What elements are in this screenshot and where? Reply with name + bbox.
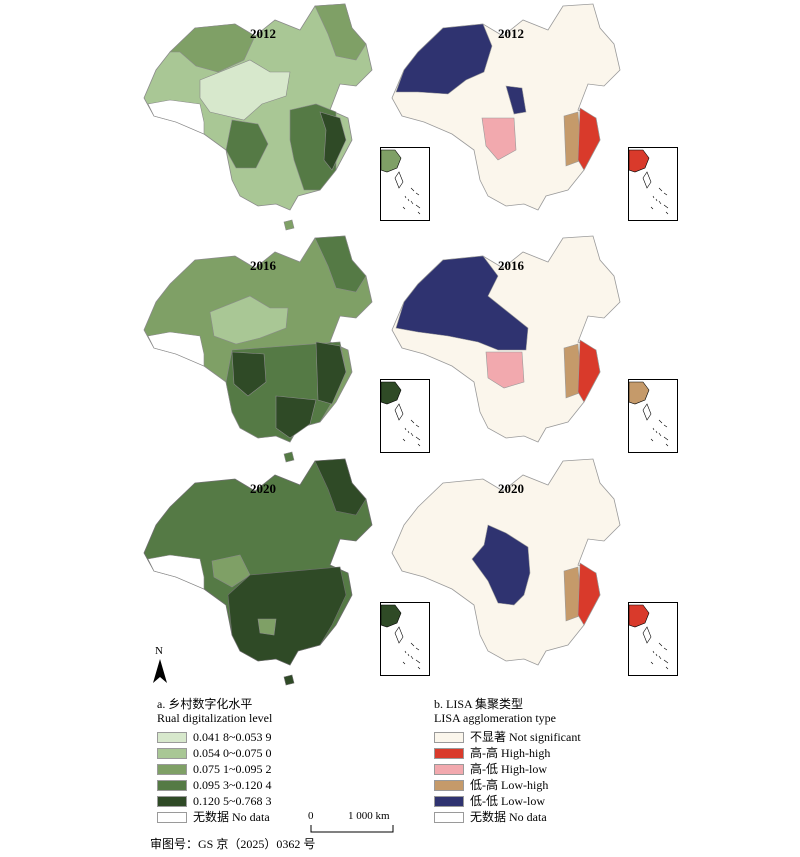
legend-item: 0.095 3~0.120 4 (157, 777, 272, 793)
scale-start-label: 0 (308, 810, 314, 822)
south-china-sea-inset (628, 147, 678, 221)
south-china-sea-inset (628, 602, 678, 676)
legend-item: 高-低 High-low (434, 761, 547, 777)
region-mid (257, 618, 277, 636)
legend-swatch (434, 747, 464, 759)
low-low-cluster (395, 255, 529, 351)
year-label: 2012 (250, 26, 276, 41)
legend-a: a. 乡村数字化水平 Rual digitalization level 0.0… (157, 697, 377, 827)
legend-item: 低-低 Low-low (434, 793, 545, 809)
map-b-2020: 2020 (388, 455, 678, 676)
legend-label: 高-高 High-high (470, 746, 551, 760)
hainan (283, 451, 295, 463)
low-low-cluster (395, 23, 493, 95)
region-west (147, 554, 205, 590)
south-china-sea-inset (380, 147, 430, 221)
scale-end-label: 1 000 km (348, 810, 390, 822)
legend-swatch (157, 811, 187, 823)
region-coast (315, 341, 347, 405)
legend-item: 0.075 1~0.095 2 (157, 761, 272, 777)
legend-label: 不显著 Not significant (470, 730, 581, 744)
year-label: 2012 (498, 26, 524, 41)
south-china-sea-inset (380, 602, 430, 676)
high-high-cluster (577, 562, 601, 626)
legend-swatch (434, 795, 464, 807)
region-southeast (275, 395, 317, 439)
legend-b-title-en: LISA agglomeration type (434, 711, 556, 725)
scale-line (310, 825, 394, 833)
region-coast (319, 111, 347, 171)
region-central-light (211, 554, 251, 588)
legend-swatch (434, 731, 464, 743)
legend-a-title-cn: a. 乡村数字化水平 (157, 697, 253, 711)
legend-item: 无数据 No data (157, 809, 270, 825)
legend-label: 低-高 Low-high (470, 778, 549, 792)
hainan (283, 674, 295, 686)
legend-swatch (434, 779, 464, 791)
year-label: 2016 (498, 258, 524, 273)
legend-label: 0.075 1~0.095 2 (193, 762, 272, 776)
legend-item: 高-高 High-high (434, 745, 550, 761)
legend-label: 0.054 0~0.075 0 (193, 746, 272, 760)
legend-label: 无数据 No data (470, 810, 547, 824)
region-northeast (314, 235, 367, 293)
legend-b: b. LISA 集聚类型 LISA agglomeration type 不显著… (434, 697, 654, 827)
legend-b-title-cn: b. LISA 集聚类型 (434, 697, 524, 711)
legend-label: 0.095 3~0.120 4 (193, 778, 272, 792)
legend-label: 低-低 Low-low (470, 794, 545, 808)
region-central-light (199, 59, 291, 121)
legend-item: 0.120 5~0.768 3 (157, 793, 272, 809)
legend-a-title-en: Rual digitalization level (157, 711, 273, 725)
north-arrow: N (151, 645, 169, 687)
map-a-2020: 2020 (140, 455, 430, 686)
region-northwest (169, 23, 256, 73)
south-china-sea-inset (628, 379, 678, 453)
map-b-2012: 2012 (388, 0, 678, 221)
legend-swatch (434, 811, 464, 823)
high-high-cluster (577, 339, 601, 403)
high-low-cluster (481, 117, 517, 161)
legend-label: 0.041 8~0.053 9 (193, 730, 272, 744)
region-dark (231, 351, 267, 397)
legend-item: 不显著 Not significant (434, 729, 581, 745)
legend-swatch (434, 763, 464, 775)
north-arrow-icon (153, 659, 167, 683)
region-west (147, 331, 205, 367)
region-southwest (225, 119, 269, 169)
legend-swatch (157, 731, 187, 743)
map-a-2016: 2016 (140, 232, 430, 463)
region-northeast (314, 3, 367, 61)
scale-bar: 0 1 000 km (308, 810, 418, 840)
legend-item: 无数据 No data (434, 809, 547, 825)
legend-label: 高-低 High-low (470, 762, 547, 776)
hainan (283, 219, 295, 231)
low-low-cluster-2 (505, 85, 527, 115)
legend-label: 无数据 No data (193, 810, 270, 824)
map-b-2016: 2016 (388, 232, 678, 453)
legend-swatch (157, 779, 187, 791)
south-china-sea-inset (380, 379, 430, 453)
region-northeast (314, 458, 367, 516)
year-label: 2020 (250, 481, 276, 496)
legend-item: 0.054 0~0.075 0 (157, 745, 272, 761)
legend-swatch (157, 763, 187, 775)
legend-item: 0.041 8~0.053 9 (157, 729, 272, 745)
region-west (147, 99, 205, 135)
north-label: N (155, 645, 163, 657)
map-approval-number: 审图号：GS 京（2025）0362 号 (150, 837, 316, 851)
legend-swatch (157, 747, 187, 759)
legend-item: 低-高 Low-high (434, 777, 548, 793)
high-high-cluster (577, 107, 601, 171)
legend-label: 0.120 5~0.768 3 (193, 794, 272, 808)
high-low-cluster (485, 351, 525, 389)
region-central-light (209, 295, 289, 345)
map-a-2012: 2012 (140, 0, 430, 231)
year-label: 2020 (498, 481, 524, 496)
legend-swatch (157, 795, 187, 807)
low-low-cluster (471, 524, 531, 606)
year-label: 2016 (250, 258, 276, 273)
region-south (227, 566, 347, 666)
